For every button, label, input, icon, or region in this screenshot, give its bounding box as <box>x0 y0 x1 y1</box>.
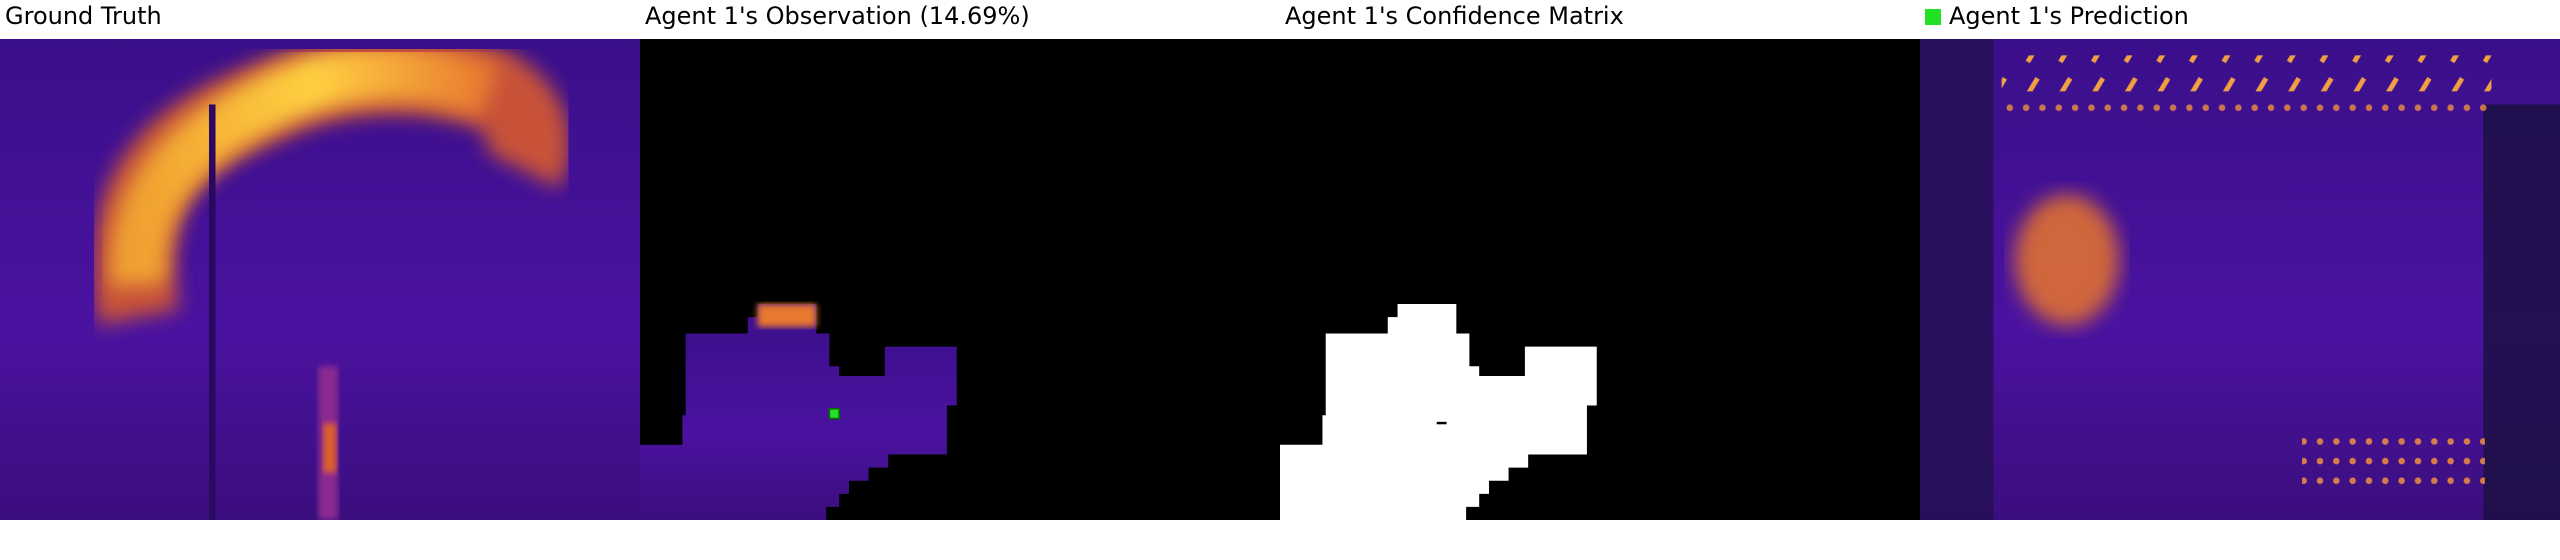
legend-title: Agent 1's Prediction <box>1925 2 2189 30</box>
legend-marker <box>1925 9 1941 25</box>
panel-title: Ground Truth <box>5 2 162 30</box>
panel-title: Agent 1's Prediction <box>1949 2 2189 30</box>
observation-image <box>640 39 1280 520</box>
panel-title: Agent 1's Confidence Matrix <box>1285 2 1624 30</box>
confidence-image <box>1280 39 1920 520</box>
prediction-image <box>1920 39 2560 520</box>
panel-title: Agent 1's Observation (14.69%) <box>645 2 1030 30</box>
ground-truth-image <box>0 39 640 520</box>
